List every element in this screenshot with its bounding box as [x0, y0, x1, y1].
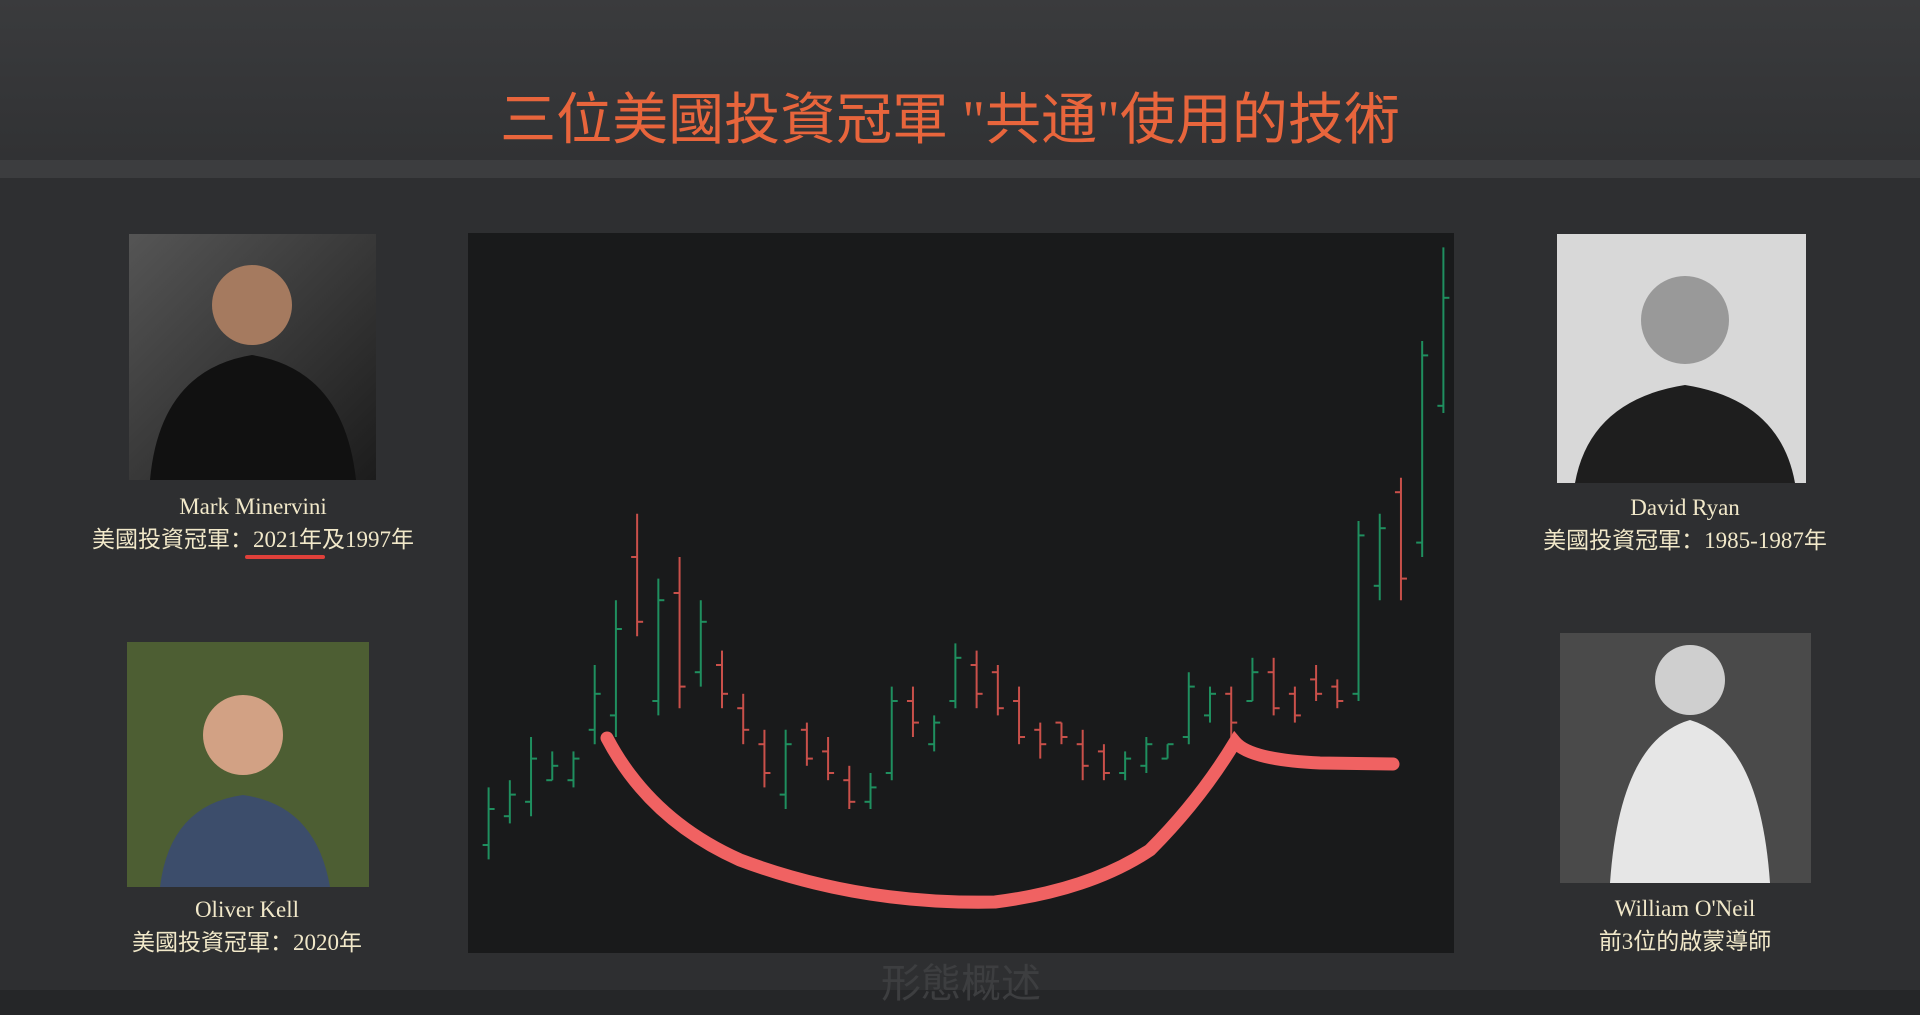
footer-band — [0, 990, 1920, 1015]
person-caption: 美國投資冠軍：1985-1987年 — [1543, 528, 1827, 553]
photo-body — [1610, 720, 1770, 883]
person-name: David Ryan — [1630, 495, 1740, 520]
person-name: Mark Minervini — [179, 494, 327, 519]
person-name: William O'Neil — [1615, 896, 1756, 921]
ohlc-bars — [482, 247, 1450, 860]
title: 三位美國投資冠軍 "共通"使用的技術 — [500, 90, 1400, 152]
footer-text: 形態概述 — [881, 961, 1041, 1006]
photo-body — [150, 355, 356, 480]
person-caption: 美國投資冠軍：2021年及1997年 — [92, 527, 414, 552]
header-band — [0, 0, 1920, 175]
photo-face — [203, 695, 283, 775]
photo-body — [1575, 385, 1795, 483]
person-name: Oliver Kell — [195, 897, 299, 922]
chart-area — [468, 233, 1454, 953]
photo-face — [1655, 645, 1725, 715]
header-rule — [0, 160, 1920, 178]
person-caption: 美國投資冠軍：2020年 — [132, 930, 362, 955]
cup-annotation — [600, 730, 1400, 909]
photo-face — [1641, 276, 1729, 364]
photo-face — [212, 265, 292, 345]
photo-body — [160, 795, 330, 887]
person-caption: 前3位的啟蒙導師 — [1599, 929, 1772, 954]
photos — [127, 234, 1811, 887]
